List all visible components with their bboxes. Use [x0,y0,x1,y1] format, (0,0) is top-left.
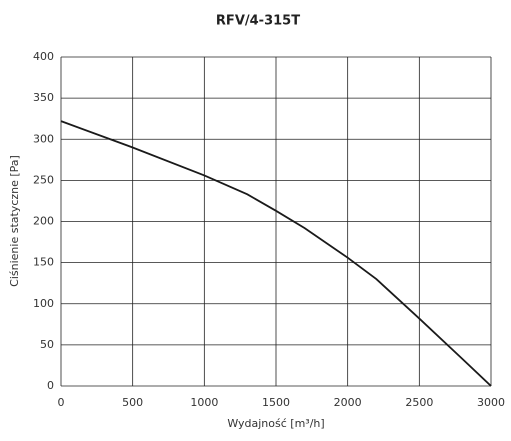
x-tick-label: 2500 [405,396,433,409]
x-tick-label: 3000 [477,396,505,409]
chart-title: RFV/4-315T [216,14,300,29]
y-tick-label: 50 [40,338,54,351]
y-tick-label: 100 [33,297,54,310]
y-tick-label: 0 [47,379,54,392]
x-tick-label: 0 [58,396,65,409]
x-tick-label: 500 [122,396,143,409]
y-axis-label: Ciśnienie statyczne [Pa] [8,155,21,287]
x-tick-label: 1500 [262,396,290,409]
y-tick-label: 200 [33,215,54,228]
x-tick-label: 1000 [190,396,218,409]
y-tick-label: 300 [33,132,54,145]
x-tick-label: 2000 [334,396,362,409]
y-tick-label: 350 [33,91,54,104]
data-line [60,120,492,387]
y-tick-label: 150 [33,256,54,269]
y-tick-label: 400 [33,50,54,63]
y-tick-label: 250 [33,173,54,186]
x-axis-label: Wydajność [m³/h] [227,417,324,430]
